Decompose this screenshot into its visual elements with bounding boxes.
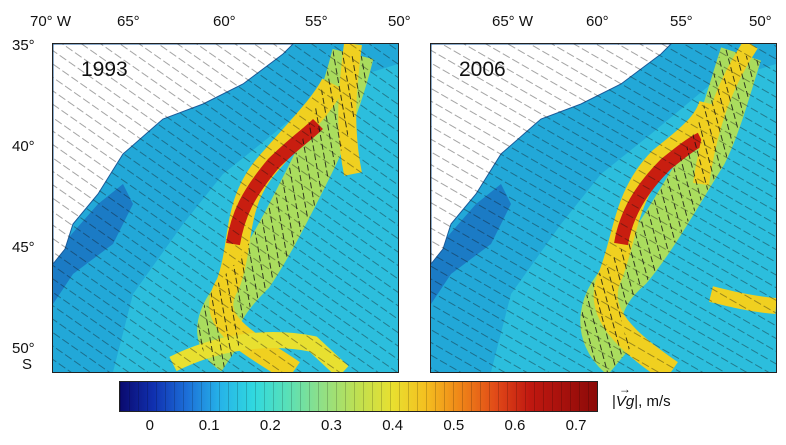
left-axis-label-s: S [22, 356, 33, 373]
colorbar-tick-5: 0.5 [443, 417, 465, 434]
top-axis-label-65: 65° [117, 13, 140, 30]
left-axis-label-45: 45° [12, 239, 35, 256]
top-axis-label-55: 55° [305, 13, 328, 30]
colorbar-tick-6: 0.6 [504, 417, 526, 434]
speed-colorbar [119, 381, 598, 412]
top-axis-label-50-right: 50° [749, 13, 772, 30]
panel-year-label-1993: 1993 [81, 58, 128, 81]
current-speed-map-2006 [431, 44, 776, 372]
map-panel-1993: 1993 [52, 43, 399, 373]
colorbar-tick-7: 0.7 [565, 417, 587, 434]
panel-year-label-2006: 2006 [459, 58, 506, 81]
colorbar-tick-4: 0.4 [382, 417, 404, 434]
unit-text: , m/s [638, 393, 671, 410]
map-panel-2006: 2006 [430, 43, 777, 373]
colorbar-tick-2: 0.2 [259, 417, 281, 434]
top-axis-label-70w: 70° W [30, 13, 72, 30]
left-axis-label-50: 50° [12, 340, 35, 357]
top-axis-label-60: 60° [213, 13, 236, 30]
velocity-symbol: → Vg [615, 382, 635, 410]
colorbar-unit-label: | → Vg|, m/s [612, 382, 671, 410]
current-speed-map-1993 [53, 44, 398, 372]
colorbar-tick-3: 0.3 [321, 417, 342, 434]
top-axis-label-55-right: 55° [670, 13, 693, 30]
top-axis-label-50: 50° [388, 13, 411, 30]
top-axis-label-65w-right: 65° W [492, 13, 534, 30]
left-axis-label-35: 35° [12, 37, 35, 54]
colorbar-tick-1: 0.1 [198, 417, 220, 434]
colorbar-tick-0: 0 [145, 417, 154, 434]
top-axis-label-60-right: 60° [586, 13, 609, 30]
left-axis-label-40: 40° [12, 138, 35, 155]
